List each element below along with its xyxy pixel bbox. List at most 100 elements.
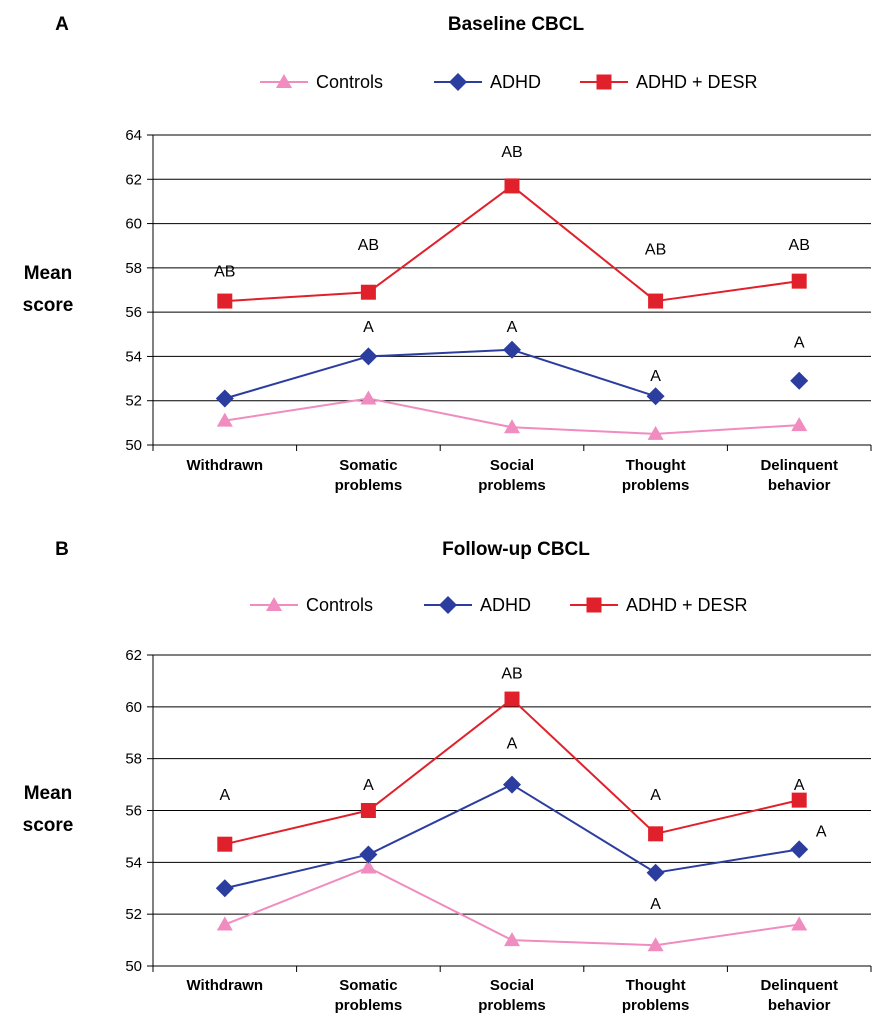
series-line-segment [367, 185, 513, 294]
data-point [215, 879, 234, 898]
y-axis-label: Mean score [23, 783, 74, 836]
data-point [504, 178, 520, 194]
data-point [647, 425, 664, 440]
series-adhd [215, 775, 809, 898]
y-tick-label: 62 [125, 647, 142, 664]
data-point [360, 390, 377, 405]
significance-label: AB [214, 264, 235, 281]
series-line-segment [367, 866, 513, 941]
legend: Controls ADHD ADHD + DESR [250, 595, 748, 615]
data-point [217, 836, 233, 852]
y-tick-label: 56 [125, 304, 142, 321]
legend-marker [596, 74, 612, 90]
data-point [504, 419, 520, 434]
series-line-segment [367, 698, 513, 812]
y-axis-label-word: Mean [24, 783, 73, 804]
significance-label: A [816, 823, 827, 840]
x-tick-label: Delinquent behavior [760, 977, 838, 1014]
chart-panel-a: A Baseline CBCL Controls ADHD ADHD + DESR 50 5… [23, 14, 872, 494]
x-tick-label-line: Withdrawn [187, 457, 264, 474]
significance-label: A [507, 319, 518, 336]
y-tick-label: 64 [125, 127, 142, 144]
series-line-segment [655, 923, 800, 947]
legend: Controls ADHD ADHD + DESR [260, 72, 758, 92]
legend-label: ADHD + DESR [636, 72, 758, 92]
series-line-segment [511, 783, 657, 874]
data-point [217, 293, 233, 309]
y-tick-label: 62 [125, 171, 142, 188]
x-tick-label: Social problems [478, 977, 546, 1014]
x-tick-label-line: behavior [768, 997, 831, 1014]
data-point [646, 387, 665, 406]
x-tick-label-line: Somatic [339, 977, 397, 994]
x-tick-label-line: Withdrawn [187, 977, 264, 994]
data-point [359, 347, 378, 366]
data-point [648, 826, 664, 842]
series-line-segment [655, 424, 800, 435]
chart-title: Follow-up CBCL [442, 539, 590, 560]
y-axis-label: Mean score [23, 263, 74, 316]
y-axis-label-word: score [23, 295, 74, 316]
data-point [791, 792, 807, 808]
significance-label: A [507, 735, 518, 752]
legend-marker [276, 74, 292, 88]
series-line-segment [511, 426, 656, 435]
data-point [360, 284, 376, 300]
series-line-segment [224, 866, 369, 926]
x-tick-label-line: problems [335, 997, 403, 1014]
significance-label: A [363, 777, 374, 794]
series-line-segment [224, 397, 369, 422]
chart-title: Baseline CBCL [448, 14, 585, 35]
y-axis-label-word: Mean [24, 263, 73, 284]
legend-item-adhd-desr: ADHD + DESR [570, 595, 748, 615]
x-tick-label-line: problems [622, 477, 690, 494]
series-adhd-desr [217, 178, 807, 309]
x-tick-label: Withdrawn [187, 457, 264, 474]
significance-label: AB [358, 237, 379, 254]
x-tick-label: Withdrawn [187, 977, 264, 994]
x-tick-label-line: Somatic [339, 457, 397, 474]
legend-item-adhd: ADHD [424, 595, 531, 615]
legend-label: ADHD [490, 72, 541, 92]
data-point [216, 412, 233, 427]
series-line-segment [224, 853, 369, 890]
legend-label: Controls [316, 72, 383, 92]
x-tick-label: Somatic problems [335, 457, 403, 494]
series-line-segment [511, 185, 657, 302]
significance-label: AB [501, 665, 522, 682]
legend-item-controls: Controls [260, 72, 383, 92]
data-point [359, 845, 378, 864]
data-point [216, 916, 233, 931]
significance-label: A [794, 777, 805, 794]
significance-label: A [794, 335, 805, 352]
significance-label: A [650, 787, 661, 804]
legend-marker [449, 73, 467, 91]
series-line-segment [368, 348, 513, 358]
legend-marker [266, 597, 282, 611]
x-tick-label-line: Delinquent [760, 457, 838, 474]
y-tick-label: 60 [125, 216, 142, 233]
x-tick-label-line: Social [490, 457, 534, 474]
legend-marker [439, 596, 457, 614]
data-point [504, 932, 520, 947]
legend-item-controls: Controls [250, 595, 373, 615]
x-tick-label: Thought problems [622, 457, 690, 494]
legend-label: ADHD [480, 595, 531, 615]
series-adhd [215, 340, 809, 408]
legend-marker [586, 597, 602, 613]
x-tick-label-line: Social [490, 977, 534, 994]
y-axis-label-word: score [23, 815, 74, 836]
legend-item-adhd: ADHD [434, 72, 541, 92]
legend-label: ADHD + DESR [626, 595, 748, 615]
y-tick-label: 60 [125, 699, 142, 716]
series-line-segment [368, 397, 513, 429]
data-point [790, 840, 809, 859]
significance-label: A [219, 787, 230, 804]
significance-label: AB [789, 237, 810, 254]
y-tick-label: 52 [125, 393, 142, 410]
series-controls [216, 859, 808, 952]
panel-letter: A [55, 14, 69, 35]
legend-label: Controls [306, 595, 373, 615]
data-point [646, 863, 665, 882]
